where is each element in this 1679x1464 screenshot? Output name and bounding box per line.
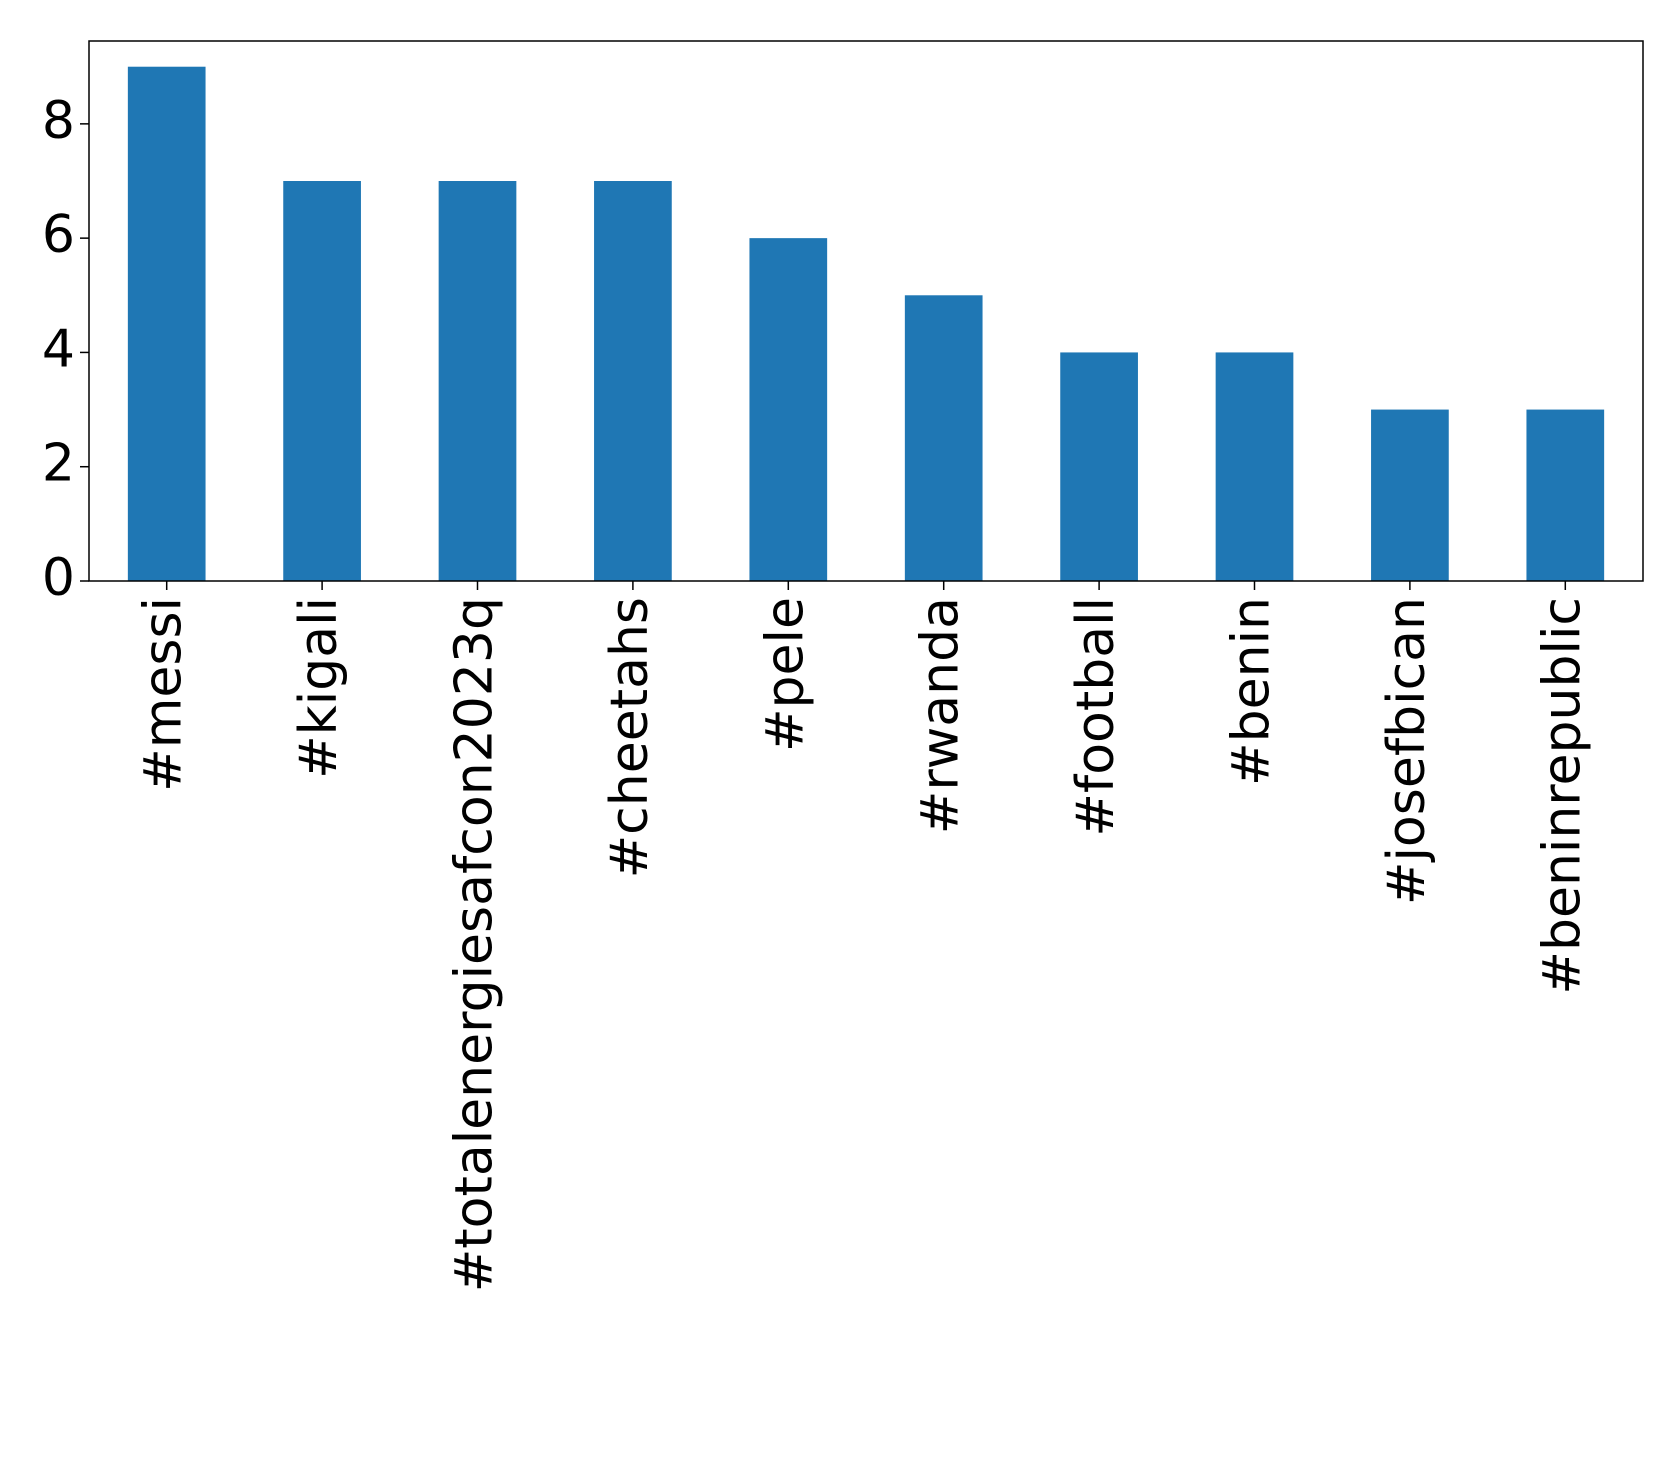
y-tick-label: 2 — [42, 434, 75, 494]
bar — [283, 181, 361, 581]
bar — [1526, 409, 1605, 581]
x-tick-label: #pele — [755, 597, 815, 752]
x-tick-label: #kigali — [289, 597, 349, 779]
bar — [127, 66, 206, 581]
y-tick-label: 6 — [42, 205, 75, 265]
y-tick-label: 4 — [42, 319, 75, 379]
x-tick-label: #totalenergiesafcon2023q — [445, 597, 505, 1292]
x-tick-label: #josefbican — [1377, 597, 1437, 905]
x-tick-label: #benin — [1222, 597, 1282, 786]
bar — [1215, 352, 1294, 581]
bar — [1371, 409, 1449, 581]
bar — [438, 181, 517, 581]
x-tick-label: #messi — [134, 597, 194, 792]
y-tick-label: 8 — [42, 91, 75, 151]
x-tick-label: #beninrepublic — [1532, 597, 1592, 995]
bar — [749, 238, 828, 581]
x-tick-label: #cheetahs — [600, 597, 660, 878]
plot-frame — [88, 40, 1644, 582]
x-tick-label: #football — [1066, 597, 1126, 837]
bar — [1060, 352, 1138, 581]
bar — [904, 295, 983, 581]
bar — [594, 181, 672, 581]
y-tick-label: 0 — [42, 548, 75, 608]
x-tick-label: #rwanda — [911, 597, 971, 834]
